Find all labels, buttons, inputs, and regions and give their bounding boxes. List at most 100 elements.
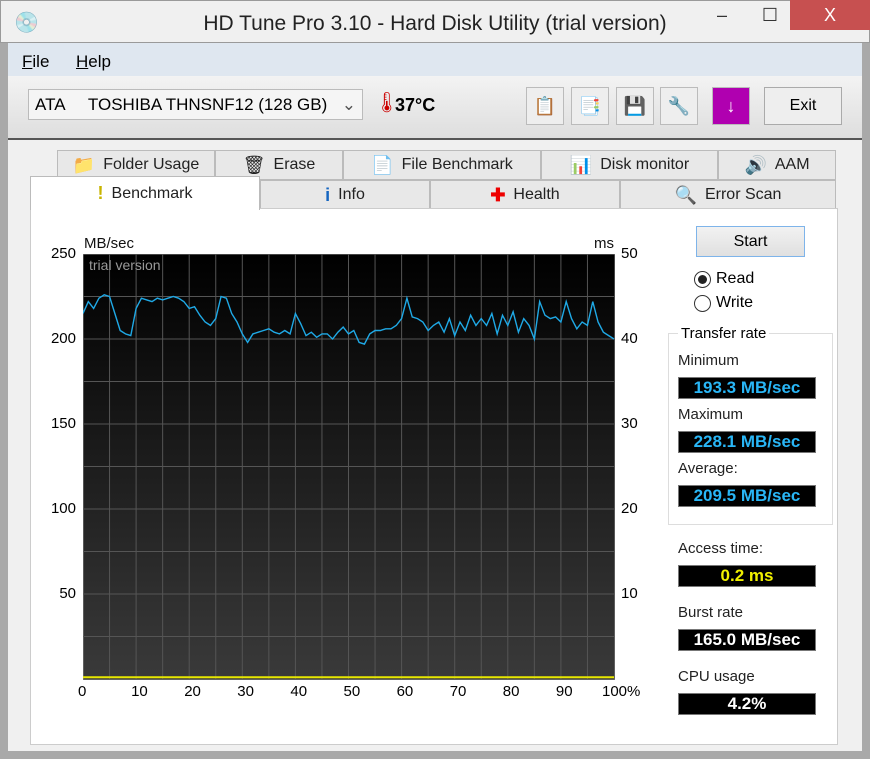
y-tick-label: 150: [50, 415, 76, 432]
x-tick-label: 50: [343, 683, 361, 700]
exit-button[interactable]: Exit: [764, 87, 842, 125]
y-tick-label: 200: [50, 330, 76, 347]
title-bar: [0, 0, 870, 43]
access-time-value: 0.2 ms: [678, 565, 816, 587]
y2-tick-label: 20: [621, 500, 638, 517]
magnifier-icon: 🔍: [674, 184, 697, 205]
tab-error-scan[interactable]: 🔍 Error Scan: [620, 180, 836, 210]
temperature-readout: 37°C: [395, 95, 436, 115]
cpu-usage-label: CPU usage: [678, 668, 755, 685]
copy-screenshot-button[interactable]: 📑: [571, 87, 609, 125]
minimum-label: Minimum: [678, 352, 739, 369]
health-cross-icon: ✚: [490, 184, 506, 205]
y2-axis-label: ms: [594, 235, 614, 252]
minimize-button[interactable]: –: [716, 5, 727, 25]
trash-icon: 🗑: [242, 154, 266, 175]
tab-label: Benchmark: [111, 184, 193, 202]
read-label: Read: [716, 270, 755, 287]
y2-tick-label: 10: [621, 585, 638, 602]
maximum-label: Maximum: [678, 406, 744, 423]
transfer-rate-label: Transfer rate: [678, 325, 770, 342]
drive-select[interactable]: ATA TOSHIBA THNSNF12 (128 GB) ⌄: [28, 89, 363, 120]
average-label: Average:: [678, 460, 738, 477]
tab-aam[interactable]: 🔊 AAM: [718, 150, 836, 180]
download-icon: ↓: [726, 95, 736, 116]
tab-label: AAM: [774, 156, 810, 173]
write-radio[interactable]: Write: [694, 294, 753, 312]
watermark: trial version: [89, 257, 161, 273]
tab-folder-usage[interactable]: 📁 Folder Usage: [57, 150, 215, 180]
copy-info-icon: 📋: [533, 95, 557, 116]
y-tick-label: 250: [50, 245, 76, 262]
drive-select-value: ATA TOSHIBA THNSNF12 (128 GB): [35, 95, 328, 114]
start-button[interactable]: Start: [696, 226, 805, 257]
y2-tick-label: 30: [621, 415, 638, 432]
close-button[interactable]: X: [790, 0, 870, 30]
x-tick-label: 80: [502, 683, 520, 700]
minimum-value: 193.3 MB/sec: [678, 377, 816, 399]
tab-health[interactable]: ✚ Health: [430, 180, 620, 210]
options-button[interactable]: 🔧: [660, 87, 698, 125]
maximize-button[interactable]: ☐: [761, 5, 779, 25]
copy-screenshot-icon: 📑: [578, 95, 602, 116]
x-tick-label: 0: [78, 683, 87, 700]
maximum-value: 228.1 MB/sec: [678, 431, 816, 453]
x-tick-label: 60: [396, 683, 414, 700]
options-icon: 🔧: [667, 95, 691, 116]
menu-help-label: Help: [76, 52, 111, 71]
x-tick-label: 30: [237, 683, 254, 700]
x-tick-label: 10: [131, 683, 148, 700]
tab-label: Health: [513, 186, 560, 203]
y-tick-label: 50: [59, 585, 76, 602]
file-benchmark-icon: 📄: [371, 154, 394, 175]
tab-erase[interactable]: 🗑 Erase: [215, 150, 343, 180]
y-tick-label: 100: [50, 500, 76, 517]
disk-monitor-icon: 📊: [569, 154, 593, 175]
read-radio[interactable]: Read: [694, 270, 754, 288]
radio-unselected: [694, 294, 711, 312]
x-tick-label: 20: [184, 683, 201, 700]
burst-rate-value: 165.0 MB/sec: [678, 629, 816, 651]
folder-icon: 📁: [72, 154, 96, 175]
tab-label: Error Scan: [704, 186, 782, 203]
tab-label: Disk monitor: [600, 156, 690, 173]
write-label: Write: [716, 294, 754, 311]
copy-info-button[interactable]: 📋: [526, 87, 564, 125]
tab-disk-monitor[interactable]: 📊 Disk monitor: [541, 150, 718, 180]
access-time-label: Access time:: [678, 540, 764, 557]
radio-selected: [694, 270, 711, 288]
menu-bar: [8, 43, 862, 76]
burst-rate-label: Burst rate: [678, 604, 744, 621]
y2-tick-label: 40: [621, 330, 638, 347]
y-axis-label: MB/sec: [84, 235, 135, 252]
tab-label: Info: [338, 186, 365, 203]
menu-file-label: File: [22, 52, 50, 71]
menu-help[interactable]: Help: [76, 52, 111, 72]
y2-tick-label: 50: [621, 245, 638, 262]
benchmark-chart: trial version: [83, 254, 615, 680]
x-tick-label: 70: [449, 683, 467, 700]
save-button[interactable]: 💾: [616, 87, 654, 125]
tab-benchmark[interactable]: ! Benchmark: [30, 176, 260, 210]
cpu-usage-value: 4.2%: [678, 693, 816, 715]
x-tick-label: 100%: [602, 683, 641, 700]
menu-file[interactable]: File: [22, 52, 49, 72]
transfer-rate-series: [83, 294, 615, 345]
info-icon: i: [325, 184, 331, 205]
window-title: HD Tune Pro 3.10 - Hard Disk Utility (tr…: [203, 12, 667, 35]
tab-label: File Benchmark: [401, 156, 513, 173]
tab-label: Folder Usage: [103, 156, 200, 173]
chevron-down-icon: ⌄: [341, 95, 356, 114]
tab-label: Erase: [273, 156, 316, 173]
x-tick-label: 40: [290, 683, 308, 700]
hdtune-app-icon[interactable]: 💿: [14, 12, 39, 34]
download-button[interactable]: ↓: [712, 87, 750, 125]
exclamation-icon: !: [97, 183, 104, 203]
speaker-icon: 🔊: [744, 154, 767, 175]
save-icon: 💾: [623, 95, 647, 116]
tab-file-benchmark[interactable]: 📄 File Benchmark: [343, 150, 541, 180]
tab-info[interactable]: i Info: [260, 180, 430, 210]
thermometer-icon: 🌡: [374, 92, 400, 114]
x-tick-label: 90: [555, 683, 573, 700]
average-value: 209.5 MB/sec: [678, 485, 816, 507]
